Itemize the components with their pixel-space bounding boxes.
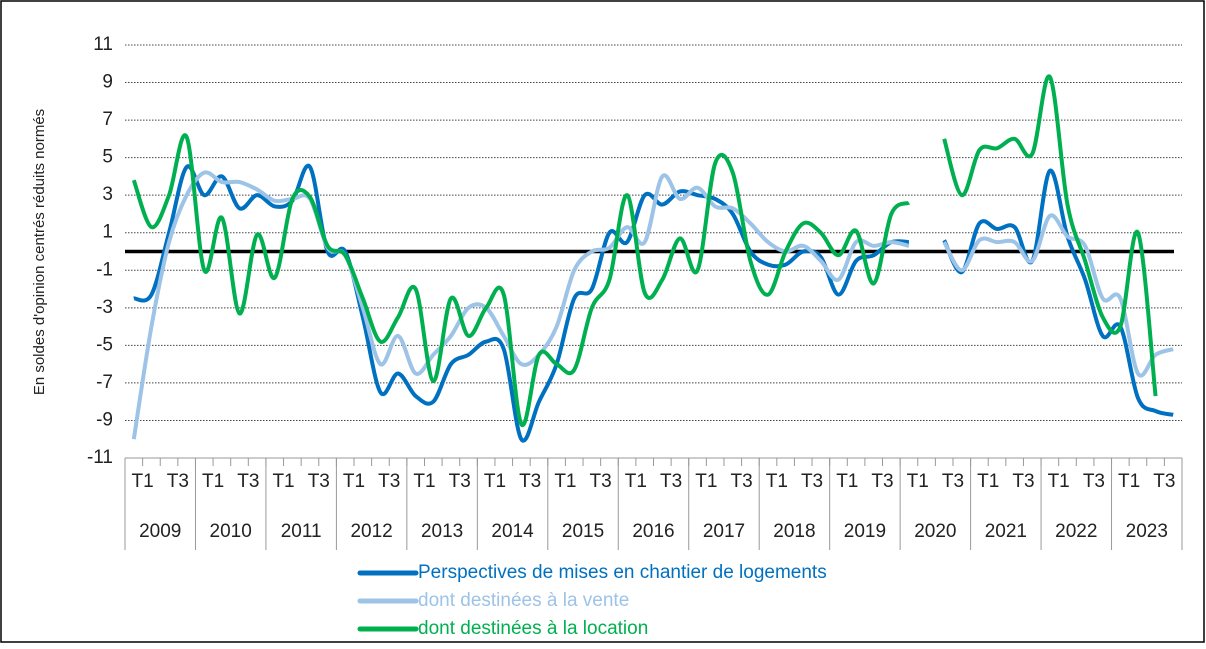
- series-line: [133, 163, 1174, 443]
- x-tick-label: T1: [554, 471, 576, 492]
- y-tick-label: -1: [96, 259, 113, 280]
- x-tick-label: T3: [519, 471, 541, 492]
- year-label: 2010: [210, 521, 252, 542]
- series-line: [131, 74, 1158, 427]
- x-tick-label: T1: [836, 471, 858, 492]
- x-tick-label: T1: [1048, 471, 1070, 492]
- x-tick-label: T3: [590, 471, 612, 492]
- y-tick-label: -7: [96, 372, 113, 393]
- x-tick-label: T3: [449, 471, 471, 492]
- y-tick-label: 7: [102, 109, 113, 130]
- x-tick-label: T3: [730, 471, 752, 492]
- y-tick-label: 5: [102, 147, 113, 168]
- year-label: 2014: [491, 521, 534, 542]
- series-line: [131, 170, 1174, 440]
- y-tick-label: 9: [102, 72, 113, 93]
- year-label: 2022: [1055, 521, 1097, 542]
- legend-label: dont destinées à la location: [418, 618, 648, 639]
- x-tick-label: T3: [167, 471, 189, 492]
- x-tick-label: T3: [871, 471, 893, 492]
- x-tick-label: T3: [308, 471, 330, 492]
- x-tick-label: T1: [907, 471, 929, 492]
- x-tick-label: T1: [977, 471, 999, 492]
- x-tick-label: T1: [413, 471, 435, 492]
- y-tick-label: 11: [93, 34, 113, 55]
- year-label: 2020: [914, 521, 956, 542]
- year-label: 2023: [1126, 521, 1168, 542]
- x-tick-label: T3: [1012, 471, 1034, 492]
- year-label: 2012: [350, 521, 392, 542]
- x-tick-label: T1: [132, 471, 154, 492]
- x-tick-label: T3: [942, 471, 964, 492]
- legend-label: dont destinées à la vente: [418, 590, 629, 611]
- x-tick-label: T1: [1118, 471, 1140, 492]
- y-tick-label: -3: [96, 297, 113, 318]
- x-tick-label: T1: [343, 471, 365, 492]
- year-label: 2011: [281, 521, 322, 542]
- x-tick-label: T3: [1153, 471, 1175, 492]
- y-tick-label: -9: [96, 409, 113, 430]
- year-label: 2019: [844, 521, 886, 542]
- x-tick-label: T1: [202, 471, 224, 492]
- year-label: 2013: [421, 521, 463, 542]
- year-label: 2018: [773, 521, 815, 542]
- year-label: 2016: [632, 521, 674, 542]
- x-tick-label: T3: [1083, 471, 1105, 492]
- year-label: 2017: [703, 521, 745, 542]
- x-tick-label: T1: [625, 471, 647, 492]
- y-tick-label: 1: [102, 222, 113, 243]
- year-label: 2015: [562, 521, 604, 542]
- year-label: 2009: [139, 521, 181, 542]
- y-tick-label: -5: [96, 334, 113, 355]
- x-tick-label: T3: [378, 471, 400, 492]
- x-tick-label: T1: [484, 471, 506, 492]
- x-tick-label: T1: [695, 471, 717, 492]
- x-tick-label: T3: [237, 471, 259, 492]
- year-label: 2021: [985, 521, 1027, 542]
- legend-label: Perspectives de mises en chantier de log…: [418, 562, 827, 583]
- x-tick-label: T1: [272, 471, 294, 492]
- y-tick-label: 3: [102, 184, 113, 205]
- x-tick-label: T1: [766, 471, 788, 492]
- y-tick-label: -11: [87, 447, 113, 468]
- y-axis-label: En soldes d'opinion centrés réduits norm…: [31, 109, 48, 395]
- x-tick-label: T3: [660, 471, 682, 492]
- x-tick-label: T3: [801, 471, 823, 492]
